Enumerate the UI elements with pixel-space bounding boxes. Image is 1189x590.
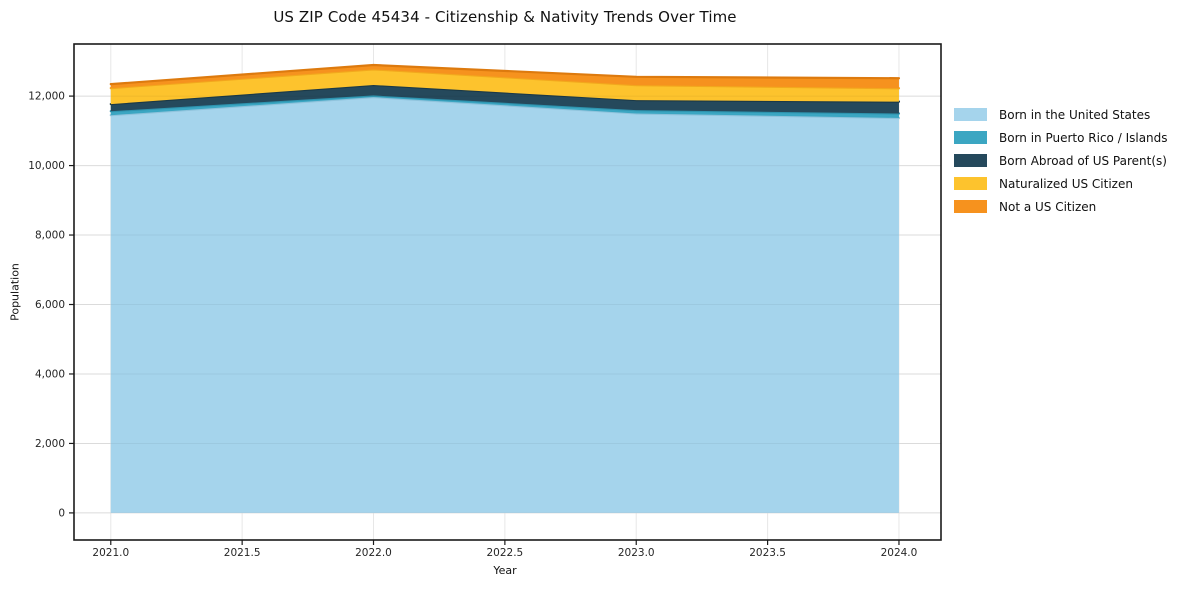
x-tick-label: 2021.5 — [224, 547, 261, 559]
y-tick-label: 10,000 — [28, 160, 65, 172]
chart-title: US ZIP Code 45434 - Citizenship & Nativi… — [273, 8, 737, 26]
legend-swatch — [954, 154, 987, 167]
area-born-abroad-of-us-parent-s- — [110, 84, 899, 114]
legend-label: Naturalized US Citizen — [999, 176, 1133, 191]
legend-item: Born in Puerto Rico / Islands — [954, 126, 1168, 149]
y-tick-label: 4,000 — [35, 369, 65, 381]
area-born-in-puerto-rico-islands — [110, 95, 899, 118]
legend-swatch — [954, 131, 987, 144]
area-naturalized-us-citizen — [110, 69, 899, 105]
legend-item: Born Abroad of US Parent(s) — [954, 149, 1168, 172]
legend-label: Born in the United States — [999, 107, 1151, 122]
x-tick-label: 2022.5 — [486, 547, 523, 559]
y-tick-label: 6,000 — [35, 299, 65, 311]
legend-item: Not a US Citizen — [954, 195, 1168, 218]
x-tick-label: 2024.0 — [881, 547, 918, 559]
y-tick-label: 8,000 — [35, 230, 65, 242]
area-edge — [109, 96, 901, 120]
plot-border — [73, 43, 942, 541]
x-axis-label: Year — [493, 564, 517, 577]
legend-swatch — [954, 108, 987, 121]
area-born-in-the-united-states — [110, 97, 899, 513]
legend: Born in the United States Born in Puerto … — [954, 103, 1168, 218]
y-tick-label: 0 — [58, 508, 65, 520]
y-tick-label: 2,000 — [35, 438, 65, 450]
area-edge — [109, 63, 901, 86]
y-tick-label: 12,000 — [28, 91, 65, 103]
legend-item: Born in the United States — [954, 103, 1168, 126]
x-tick-label: 2022.0 — [355, 547, 392, 559]
legend-swatch — [954, 177, 987, 190]
x-tick-label: 2023.0 — [618, 547, 655, 559]
legend-item: Naturalized US Citizen — [954, 172, 1168, 195]
legend-label: Not a US Citizen — [999, 199, 1097, 214]
legend-label: Born in Puerto Rico / Islands — [999, 130, 1168, 145]
x-tick-label: 2021.0 — [92, 547, 129, 559]
legend-swatch — [954, 200, 987, 213]
x-tick-label: 2023.5 — [749, 547, 786, 559]
legend-label: Born Abroad of US Parent(s) — [999, 153, 1167, 168]
